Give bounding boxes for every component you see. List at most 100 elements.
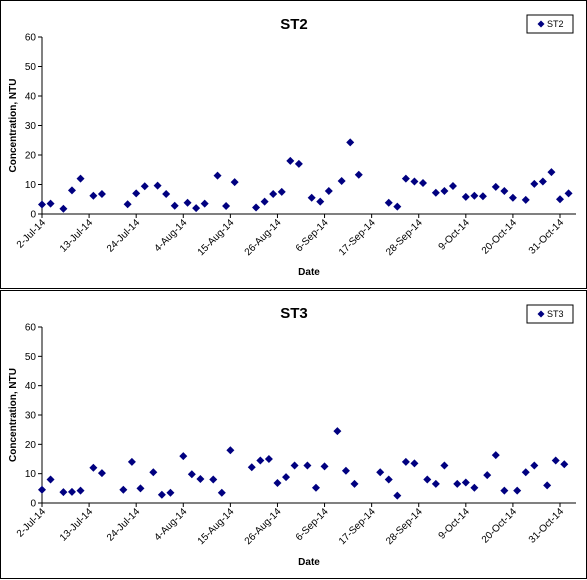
data-point-diamond: [187, 470, 196, 479]
y-tick-label: 60: [25, 323, 37, 334]
data-point-diamond: [127, 457, 136, 466]
data-point-diamond: [500, 486, 509, 495]
data-point-diamond: [346, 138, 355, 147]
data-point-diamond: [376, 468, 385, 477]
data-point-diamond: [76, 174, 85, 183]
y-tick-label: 10: [25, 469, 37, 480]
data-point-diamond: [166, 488, 175, 497]
data-point-diamond: [209, 475, 218, 484]
data-point-diamond: [320, 462, 329, 471]
data-point-diamond: [123, 200, 132, 209]
data-point-diamond: [500, 186, 509, 195]
data-point-diamond: [337, 176, 346, 185]
data-point-diamond: [401, 457, 410, 466]
data-point-diamond: [247, 463, 256, 472]
data-point-diamond: [260, 197, 269, 206]
data-point-diamond: [547, 168, 556, 177]
data-point-diamond: [393, 202, 402, 211]
data-point-diamond: [153, 181, 162, 190]
chart-frame-st2: [0, 0, 587, 289]
data-point-diamond: [46, 199, 55, 208]
data-point-diamond: [341, 466, 350, 475]
x-axis-title: Date: [298, 557, 320, 568]
data-point-diamond: [333, 427, 342, 436]
data-point-diamond: [316, 197, 325, 206]
data-point-diamond: [67, 186, 76, 195]
data-point-diamond: [277, 187, 286, 196]
data-point-diamond: [440, 461, 449, 470]
data-point-diamond: [230, 178, 239, 187]
data-point-diamond: [149, 468, 158, 477]
data-point-diamond: [543, 481, 552, 490]
y-tick-label: 50: [25, 62, 37, 73]
data-point-diamond: [324, 186, 333, 195]
data-point-diamond: [196, 474, 205, 483]
data-point-diamond: [491, 182, 500, 191]
y-tick-label: 60: [25, 33, 37, 44]
data-point-diamond: [264, 455, 273, 463]
data-point-diamond: [303, 461, 312, 470]
data-point-diamond: [530, 179, 539, 188]
data-point-diamond: [470, 483, 479, 492]
y-tick-label: 0: [30, 210, 36, 221]
data-point-diamond: [76, 486, 85, 495]
data-point-diamond: [410, 459, 419, 468]
data-point-diamond: [157, 490, 166, 499]
data-point-diamond: [46, 475, 55, 484]
data-point-diamond: [119, 485, 128, 494]
data-point-diamond: [419, 179, 428, 188]
data-point-diamond: [354, 170, 363, 179]
legend-box: [526, 304, 574, 324]
data-point-diamond: [136, 484, 145, 493]
data-point-diamond: [162, 189, 171, 198]
y-tick-label: 20: [25, 440, 37, 451]
data-point-diamond: [226, 446, 235, 455]
legend-marker-icon: [537, 310, 545, 318]
data-point-diamond: [521, 195, 530, 204]
legend-box: [526, 14, 574, 34]
y-tick-label: 30: [25, 121, 37, 132]
data-point-diamond: [423, 475, 432, 484]
data-point-diamond: [431, 188, 440, 197]
data-point-diamond: [179, 452, 188, 461]
data-point-diamond: [384, 198, 393, 207]
y-axis-title: Concentration, NTU: [8, 368, 19, 462]
data-point-diamond: [140, 182, 149, 191]
y-tick-label: 10: [25, 180, 37, 191]
data-point-diamond: [89, 191, 98, 200]
data-point-diamond: [384, 475, 393, 484]
data-point-diamond: [200, 199, 209, 208]
data-point-diamond: [97, 189, 106, 198]
data-point-diamond: [67, 487, 76, 496]
y-tick-label: 20: [25, 151, 37, 162]
data-point-diamond: [551, 456, 560, 465]
data-point-diamond: [470, 191, 479, 200]
data-point-diamond: [440, 186, 449, 195]
data-point-diamond: [256, 456, 265, 465]
data-point-diamond: [183, 198, 192, 207]
data-point-diamond: [556, 195, 564, 204]
data-point-diamond: [38, 200, 46, 209]
y-tick-label: 40: [25, 92, 37, 103]
data-point-diamond: [521, 468, 530, 477]
data-point-diamond: [478, 192, 487, 201]
y-tick-label: 0: [30, 499, 36, 510]
data-point-diamond: [508, 193, 517, 202]
data-point-diamond: [132, 189, 141, 198]
data-point-diamond: [410, 177, 419, 186]
data-point-diamond: [192, 204, 201, 213]
data-point-diamond: [448, 181, 457, 190]
data-point-diamond: [538, 177, 547, 186]
data-point-diamond: [530, 461, 539, 470]
legend-marker-icon: [537, 20, 545, 28]
data-point-diamond: [217, 488, 226, 497]
data-point-diamond: [483, 471, 492, 480]
y-tick-label: 30: [25, 411, 37, 422]
data-point-diamond: [170, 201, 179, 210]
data-point-diamond: [59, 204, 68, 213]
chart-frame-st3: [0, 290, 587, 579]
data-point-diamond: [222, 202, 231, 211]
data-point-diamond: [273, 479, 282, 488]
data-point-diamond: [290, 461, 299, 470]
data-point-diamond: [311, 483, 320, 492]
